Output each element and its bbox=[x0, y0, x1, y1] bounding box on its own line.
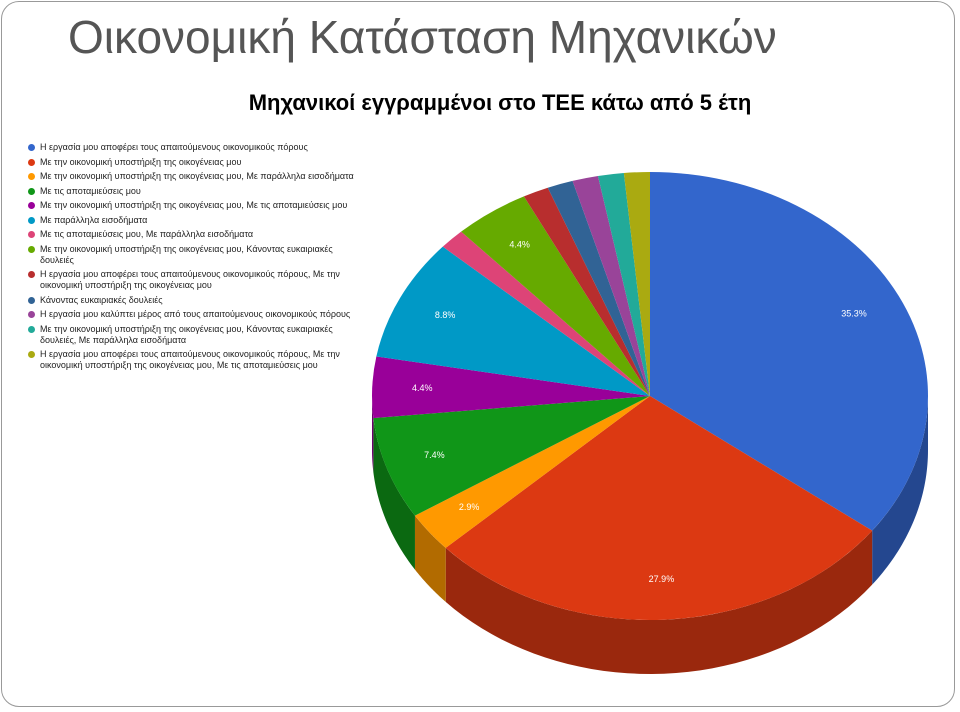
slice bbox=[597, 172, 650, 396]
slice-side bbox=[373, 418, 415, 570]
slice bbox=[414, 396, 650, 548]
legend-marker bbox=[28, 245, 35, 253]
data-label: 27.9% bbox=[649, 574, 675, 584]
legend-item: Με την οικονομική υποστήριξη της οικογέν… bbox=[28, 200, 358, 211]
legend-marker bbox=[28, 231, 35, 238]
legend-marker bbox=[28, 216, 35, 224]
legend-marker bbox=[28, 296, 35, 304]
legend-item: Η εργασία μου αποφέρει τους απαιτούμενου… bbox=[28, 269, 358, 291]
slice bbox=[523, 187, 650, 396]
legend-label: Η εργασία μου καλύπτει μέρος από τους απ… bbox=[40, 309, 351, 319]
slice bbox=[376, 246, 650, 396]
slice-side bbox=[445, 530, 873, 674]
legend-label: Η εργασία μου αποφέρει τους απαιτούμενου… bbox=[40, 349, 340, 370]
slice bbox=[461, 196, 650, 396]
legend-item: Με τις αποταμιεύσεις μου, Με παράλληλα ε… bbox=[28, 229, 358, 240]
data-label: 2.9% bbox=[459, 502, 480, 512]
legend-label: Με τις αποταμιεύσεις μου, Με παράλληλα ε… bbox=[40, 229, 254, 239]
legend-item: Η εργασία μου αποφέρει τους απαιτούμενου… bbox=[28, 349, 358, 371]
legend-item: Η εργασία μου καλύπτει μέρος από τους απ… bbox=[28, 309, 358, 320]
legend-label: Με τις αποταμιεύσεις μου bbox=[40, 185, 141, 196]
slice bbox=[445, 396, 873, 620]
legend-item: Με την οικονομική υποστήριξη της οικογέν… bbox=[28, 171, 358, 182]
legend-marker bbox=[28, 202, 35, 209]
slice bbox=[650, 172, 929, 531]
legend-marker bbox=[28, 351, 35, 358]
slice-side bbox=[414, 515, 446, 602]
chart-subtitle: Μηχανικοί εγγραμμένοι στο ΤΕΕ κάτω από 5… bbox=[248, 90, 752, 115]
legend-marker bbox=[28, 158, 35, 166]
data-label: 4.4% bbox=[412, 383, 433, 393]
legend-marker bbox=[28, 187, 35, 195]
legend-label: Με παράλληλα εισοδήματα bbox=[40, 214, 148, 225]
legend-item: Κάνοντας ευκαιριακές δουλειές bbox=[28, 295, 358, 306]
legend-item: Με τις αποταμιεύσεις μου bbox=[28, 186, 358, 197]
slice bbox=[547, 180, 650, 396]
legend-item: Η εργασία μου αποφέρει τους απαιτούμενου… bbox=[28, 142, 358, 153]
slice bbox=[442, 231, 650, 396]
slice bbox=[623, 172, 650, 396]
legend-item: Με την οικονομική υποστήριξη της οικογέν… bbox=[28, 157, 358, 168]
legend-marker bbox=[28, 311, 35, 318]
legend-marker bbox=[28, 173, 35, 180]
data-label: 8.8% bbox=[435, 310, 456, 320]
legend-item: Με την οικονομική υποστήριξη της οικογέν… bbox=[28, 324, 358, 346]
legend-label: Με την οικονομική υποστήριξη της οικογέν… bbox=[40, 171, 354, 181]
legend: Η εργασία μου αποφέρει τους απαιτούμενου… bbox=[28, 142, 358, 375]
legend-item: Με την οικονομική υποστήριξη της οικογέν… bbox=[28, 244, 358, 266]
slice bbox=[572, 175, 650, 396]
data-label: 35.3% bbox=[841, 308, 867, 318]
legend-label: Με την οικονομική υποστήριξη της οικογέν… bbox=[40, 243, 333, 265]
legend-label: Με την οικονομική υποστήριξη της οικογέν… bbox=[40, 323, 333, 345]
legend-marker bbox=[28, 325, 35, 333]
legend-marker bbox=[28, 144, 35, 151]
data-label: 7.4% bbox=[424, 450, 445, 460]
legend-label: Η εργασία μου αποφέρει τους απαιτούμενου… bbox=[40, 142, 308, 152]
legend-item: Με παράλληλα εισοδήματα bbox=[28, 215, 358, 226]
legend-label: Με την οικονομική υποστήριξη της οικογέν… bbox=[40, 156, 242, 167]
data-label: 4.4% bbox=[509, 240, 530, 250]
legend-label: Η εργασία μου αποφέρει τους απαιτούμενου… bbox=[40, 269, 340, 290]
slice-side bbox=[872, 396, 928, 585]
legend-label: Κάνοντας ευκαιριακές δουλειές bbox=[40, 294, 163, 305]
slice bbox=[373, 396, 650, 516]
legend-marker bbox=[28, 271, 35, 278]
chart-title: Οικονομική Κατάσταση Μηχανικών bbox=[68, 11, 777, 63]
legend-label: Με την οικονομική υποστήριξη της οικογέν… bbox=[40, 200, 348, 210]
slice bbox=[371, 356, 650, 419]
slice-side bbox=[372, 396, 374, 473]
